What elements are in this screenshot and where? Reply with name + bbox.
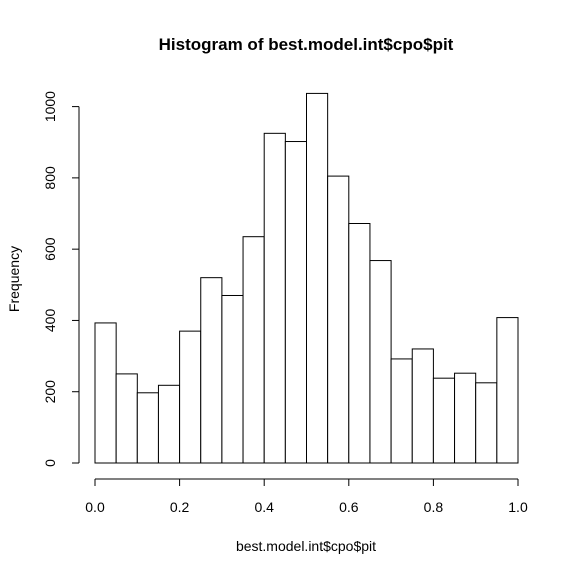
y-tick-label: 0 bbox=[42, 459, 58, 467]
x-tick-label: 0.8 bbox=[424, 499, 444, 515]
y-tick-label: 800 bbox=[42, 166, 58, 190]
y-axis: 0 200 400 600 800 1000 bbox=[42, 91, 80, 467]
x-tick-label: 0.6 bbox=[339, 499, 359, 515]
x-tick-label: 0.4 bbox=[254, 499, 274, 515]
x-tick-label: 0.2 bbox=[170, 499, 190, 515]
x-tick-label: 0.0 bbox=[85, 499, 105, 515]
histogram-bar bbox=[454, 372, 477, 464]
x-axis: 0.0 0.2 0.4 0.6 0.8 1.0 bbox=[85, 478, 528, 515]
bars-group bbox=[94, 92, 519, 464]
histogram-bar bbox=[475, 382, 498, 464]
histogram-bar bbox=[94, 322, 117, 464]
histogram-bar bbox=[284, 141, 308, 464]
y-tick-label: 200 bbox=[42, 380, 58, 404]
histogram-bar bbox=[496, 317, 519, 464]
y-tick-label: 600 bbox=[42, 237, 58, 261]
histogram-bar bbox=[157, 384, 181, 464]
histogram-bar bbox=[327, 175, 350, 464]
y-tick-label: 400 bbox=[42, 309, 58, 333]
histogram-bar bbox=[390, 358, 413, 464]
histogram-bar bbox=[306, 92, 329, 464]
histogram-bar bbox=[348, 223, 371, 464]
histogram-bar bbox=[179, 330, 202, 464]
histogram-bar bbox=[369, 260, 392, 464]
chart-title: Histogram of best.model.int$cpo$pit bbox=[159, 35, 454, 54]
histogram-bar bbox=[263, 132, 286, 464]
y-tick-label: 1000 bbox=[42, 91, 58, 122]
histogram-bar bbox=[200, 277, 223, 464]
x-axis-label: best.model.int$cpo$pit bbox=[236, 538, 376, 554]
histogram-bar bbox=[242, 236, 265, 464]
histogram-bar bbox=[411, 348, 434, 464]
histogram-bar bbox=[221, 294, 244, 464]
histogram-bar bbox=[432, 377, 456, 464]
histogram-bar bbox=[136, 392, 159, 464]
histogram-bar bbox=[115, 373, 138, 464]
x-tick-label: 1.0 bbox=[508, 499, 528, 515]
y-axis-label: Frequency bbox=[6, 246, 22, 312]
